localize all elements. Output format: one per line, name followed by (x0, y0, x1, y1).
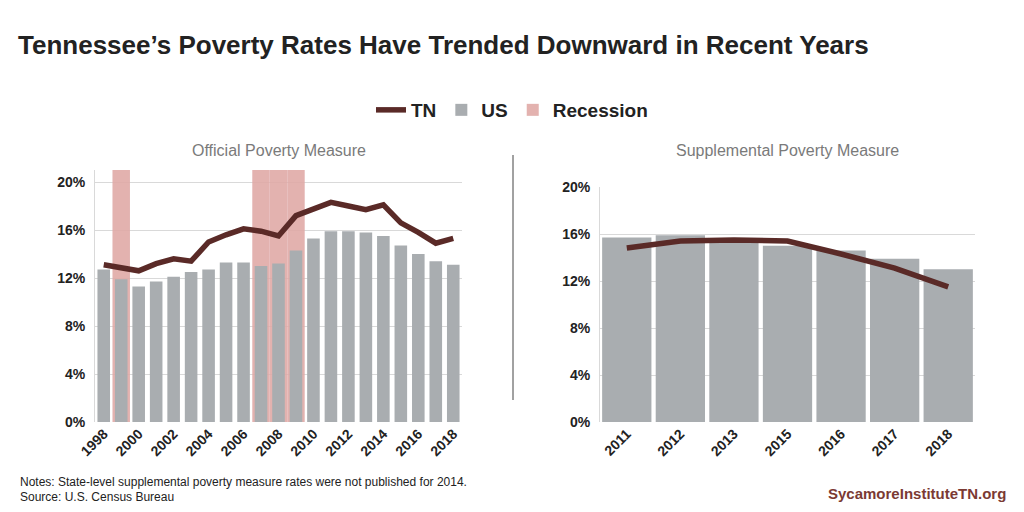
svg-text:2008: 2008 (252, 426, 285, 459)
svg-text:SycamoreInstituteTN.org: SycamoreInstituteTN.org (828, 485, 1006, 502)
svg-text:Recession: Recession (553, 100, 648, 121)
svg-text:2016: 2016 (815, 426, 848, 459)
svg-text:2018: 2018 (427, 426, 460, 459)
svg-text:0%: 0% (65, 414, 86, 430)
svg-text:US: US (481, 100, 507, 121)
svg-text:2013: 2013 (708, 426, 741, 459)
svg-text:2012: 2012 (322, 426, 355, 459)
svg-text:2017: 2017 (868, 426, 901, 459)
svg-text:16%: 16% (57, 222, 86, 238)
svg-text:8%: 8% (65, 318, 86, 334)
svg-text:2000: 2000 (112, 426, 145, 459)
svg-text:20%: 20% (562, 179, 591, 195)
svg-text:12%: 12% (57, 270, 86, 286)
svg-text:2018: 2018 (922, 426, 955, 459)
svg-text:Tennessee’s Poverty Rates Have: Tennessee’s Poverty Rates Have Trended D… (18, 30, 869, 60)
svg-text:2011: 2011 (601, 426, 634, 459)
svg-text:2014: 2014 (357, 426, 390, 459)
svg-text:1998: 1998 (77, 426, 110, 459)
svg-text:Supplemental Poverty Measure: Supplemental Poverty Measure (676, 142, 899, 159)
svg-text:16%: 16% (562, 226, 591, 242)
svg-text:20%: 20% (57, 174, 86, 190)
svg-text:2002: 2002 (147, 426, 180, 459)
svg-text:2012: 2012 (654, 426, 687, 459)
svg-text:8%: 8% (570, 320, 591, 336)
svg-text:Source: U.S. Census Bureau: Source: U.S. Census Bureau (20, 490, 174, 504)
svg-text:2016: 2016 (392, 426, 425, 459)
svg-text:Official Poverty Measure: Official Poverty Measure (192, 142, 366, 159)
svg-text:0%: 0% (570, 414, 591, 430)
svg-text:4%: 4% (65, 366, 86, 382)
svg-text:12%: 12% (562, 273, 591, 289)
svg-text:2010: 2010 (287, 426, 320, 459)
svg-text:2015: 2015 (761, 426, 794, 459)
svg-text:2004: 2004 (182, 426, 215, 459)
svg-text:2006: 2006 (217, 426, 250, 459)
svg-text:Notes: State-level supplementa: Notes: State-level supplemental poverty … (20, 475, 467, 489)
svg-text:TN: TN (411, 100, 436, 121)
svg-text:4%: 4% (570, 367, 591, 383)
